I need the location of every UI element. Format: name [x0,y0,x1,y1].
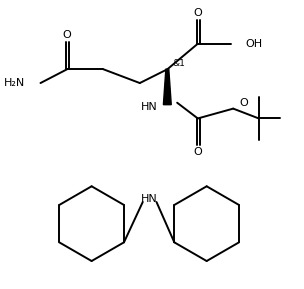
Text: O: O [193,8,202,18]
Text: &1: &1 [172,59,185,68]
Text: HN: HN [141,194,158,204]
Text: OH: OH [245,39,262,49]
Polygon shape [163,69,171,105]
Text: O: O [193,147,202,157]
Text: H₂N: H₂N [4,78,25,88]
Text: HN: HN [141,102,157,112]
Text: O: O [63,30,71,40]
Text: O: O [239,98,248,108]
